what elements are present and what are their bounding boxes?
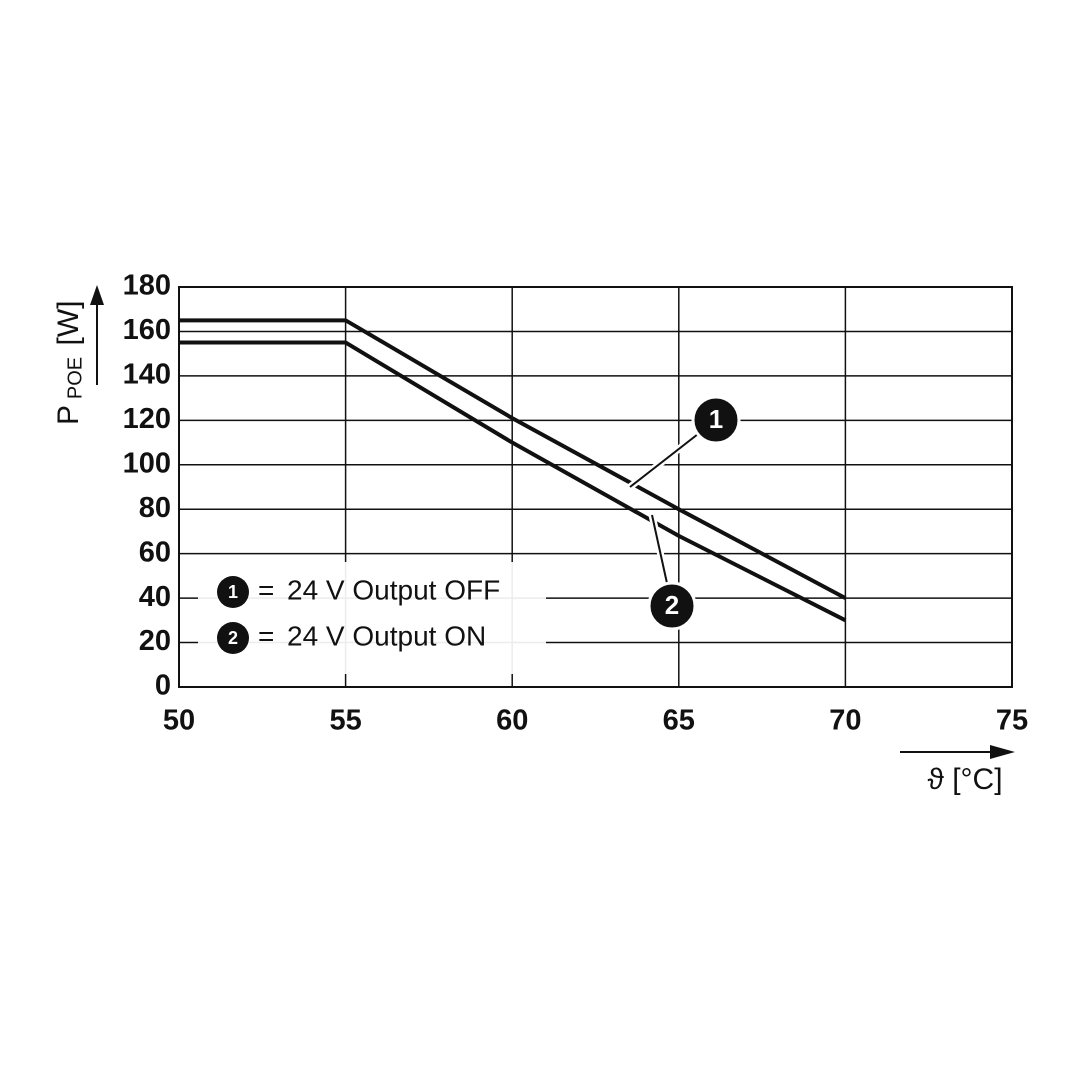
x-axis-label: ϑ [°C] — [927, 763, 1002, 796]
legend-box — [198, 562, 546, 674]
x-tick-label: 65 — [663, 705, 695, 737]
y-label-unit: [W] — [52, 301, 85, 346]
y-tick-label: 120 — [123, 403, 171, 435]
y-label-main: P — [52, 405, 85, 425]
y-label-sub: POE — [64, 357, 86, 399]
legend-separator: = — [258, 574, 274, 605]
legend-marker — [217, 622, 249, 654]
x-tick-label: 70 — [829, 705, 861, 737]
y-tick-label: 160 — [123, 314, 171, 346]
callout-circle — [691, 395, 741, 445]
legend-label: 24 V Output OFF — [287, 574, 500, 605]
callout-label: 2 — [665, 590, 679, 620]
y-tick-label: 180 — [123, 270, 171, 302]
y-tick-label: 140 — [123, 359, 171, 391]
y-tick-label: 100 — [123, 447, 171, 479]
x-arrow-head — [990, 745, 1015, 759]
plot-frame — [178, 286, 1013, 688]
legend-marker — [217, 576, 249, 608]
callout-circle — [647, 581, 697, 631]
legend-marker-label: 1 — [228, 582, 238, 602]
y-tick-label: 60 — [139, 536, 171, 568]
x-tick-label: 55 — [329, 705, 361, 737]
legend-separator: = — [258, 620, 274, 651]
legend-marker-label: 2 — [228, 628, 238, 648]
y-tick-label: 0 — [155, 670, 171, 702]
y-tick-label: 40 — [139, 581, 171, 613]
y-axis-label: P POE [W] — [52, 301, 86, 426]
y-arrow-head — [90, 285, 104, 305]
x-tick-label: 75 — [996, 705, 1028, 737]
x-tick-label: 60 — [496, 705, 528, 737]
y-tick-label: 20 — [139, 625, 171, 657]
x-tick-label: 50 — [163, 705, 195, 737]
callout-label: 1 — [709, 404, 723, 434]
y-tick-label: 80 — [139, 492, 171, 524]
series-line — [179, 340, 847, 623]
legend-label: 24 V Output ON — [287, 620, 486, 651]
series-line — [179, 318, 847, 600]
